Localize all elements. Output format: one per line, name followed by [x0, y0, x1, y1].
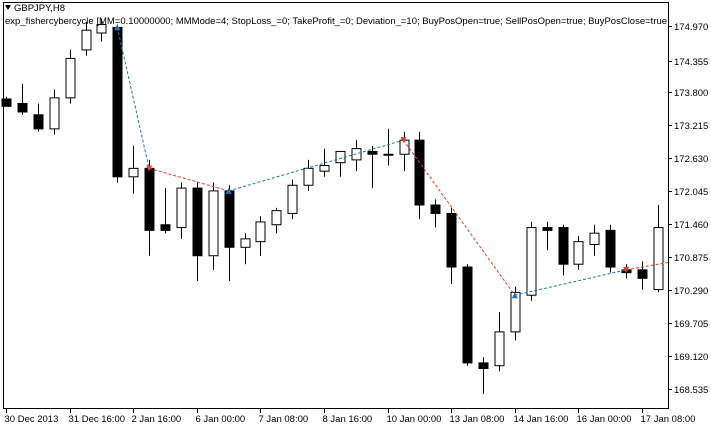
y-tick-label: 168.535	[674, 385, 708, 396]
y-tick-label: 173.800	[674, 88, 708, 99]
sell-arrow-icon[interactable]	[623, 266, 630, 273]
bullish-candle[interactable]	[65, 57, 76, 99]
bullish-candle[interactable]	[287, 184, 298, 214]
buy-trade-line	[514, 269, 627, 296]
bullish-candle[interactable]	[589, 232, 600, 245]
bullish-candle[interactable]	[208, 190, 219, 257]
y-tick-label: 170.290	[674, 286, 708, 297]
x-tick-label: 16 Jan 00:00	[577, 414, 632, 425]
bearish-candle[interactable]	[144, 167, 155, 231]
y-tick-label: 172.630	[674, 154, 708, 165]
x-tick-label: 31 Dec 16:00	[69, 414, 126, 425]
bearish-candle[interactable]	[17, 103, 28, 113]
sell-trade-line	[148, 167, 229, 192]
sell-trade-line	[626, 261, 669, 271]
expert-params-label: exp_fishercybercycle [MM=0.10000000; MMM…	[5, 16, 668, 27]
y-tick-label: 173.215	[674, 121, 708, 132]
bullish-candle[interactable]	[494, 331, 505, 367]
bullish-candle[interactable]	[526, 227, 537, 296]
x-tick-label: 6 Jan 00:00	[196, 414, 246, 425]
bullish-candle[interactable]	[128, 167, 139, 178]
bullish-candle[interactable]	[383, 153, 394, 156]
sell-arrow-icon[interactable]	[146, 165, 153, 172]
x-tick-label: 17 Jan 08:00	[641, 414, 696, 425]
bullish-candle[interactable]	[96, 24, 107, 34]
x-tick-label: 13 Jan 08:00	[450, 414, 505, 425]
x-tick-label: 8 Jan 16:00	[323, 414, 373, 425]
bearish-candle[interactable]	[462, 266, 473, 364]
symbol-timeframe-label: GBPJPY,H8	[14, 3, 66, 14]
bearish-candle[interactable]	[160, 224, 171, 231]
plot-area-frame	[3, 2, 669, 409]
y-tick-label: 171.460	[674, 220, 708, 231]
sell-trade-line	[403, 139, 516, 296]
bearish-candle[interactable]	[446, 212, 457, 268]
y-tick-label: 170.875	[674, 253, 708, 264]
y-tick-label: 174.355	[674, 57, 708, 68]
buy-arrow-icon[interactable]	[225, 187, 232, 194]
bullish-candle[interactable]	[653, 227, 664, 291]
bullish-candle[interactable]	[255, 221, 266, 243]
y-tick-label: 172.045	[674, 187, 708, 198]
bearish-candle[interactable]	[542, 227, 553, 231]
x-tick-label: 30 Dec 2013	[5, 414, 59, 425]
bearish-candle[interactable]	[33, 114, 44, 130]
bullish-candle[interactable]	[176, 187, 187, 229]
triangle-down-icon[interactable]	[5, 5, 11, 10]
bearish-candle[interactable]	[192, 187, 203, 257]
bearish-candle[interactable]	[558, 227, 569, 265]
bullish-candle[interactable]	[319, 165, 330, 172]
bearish-candle[interactable]	[414, 139, 425, 206]
bullish-candle[interactable]	[49, 97, 60, 130]
x-tick-label: 7 Jan 08:00	[259, 414, 309, 425]
bearish-candle[interactable]	[224, 190, 235, 248]
bearish-candle[interactable]	[1, 98, 12, 107]
bearish-candle[interactable]	[430, 204, 441, 214]
bullish-candle[interactable]	[240, 238, 251, 248]
bearish-candle[interactable]	[605, 229, 616, 268]
bullish-candle[interactable]	[81, 29, 92, 51]
x-tick-label: 2 Jan 16:00	[132, 414, 182, 425]
x-tick-label: 14 Jan 16:00	[514, 414, 569, 425]
bearish-candle[interactable]	[637, 269, 648, 279]
chart-symbol-header: GBPJPY,H8	[5, 3, 65, 14]
x-tick-label: 10 Jan 00:00	[387, 414, 442, 425]
buy-arrow-icon[interactable]	[511, 292, 518, 299]
bullish-candle[interactable]	[510, 291, 521, 333]
buy-arrow-icon[interactable]	[114, 24, 121, 31]
y-tick-label: 169.120	[674, 352, 708, 363]
bearish-candle[interactable]	[367, 150, 378, 155]
bullish-candle[interactable]	[271, 210, 282, 226]
buy-trade-line	[116, 27, 150, 169]
buy-trade-line	[228, 139, 404, 192]
bullish-candle[interactable]	[573, 241, 584, 265]
bullish-candle[interactable]	[335, 150, 346, 164]
sell-arrow-icon[interactable]	[400, 137, 407, 144]
bearish-candle[interactable]	[112, 26, 123, 178]
y-tick-label: 169.705	[674, 319, 708, 330]
bullish-candle[interactable]	[303, 167, 314, 186]
bullish-candle[interactable]	[351, 148, 362, 161]
y-tick-label: 174.970	[674, 22, 708, 33]
bearish-candle[interactable]	[478, 362, 489, 370]
